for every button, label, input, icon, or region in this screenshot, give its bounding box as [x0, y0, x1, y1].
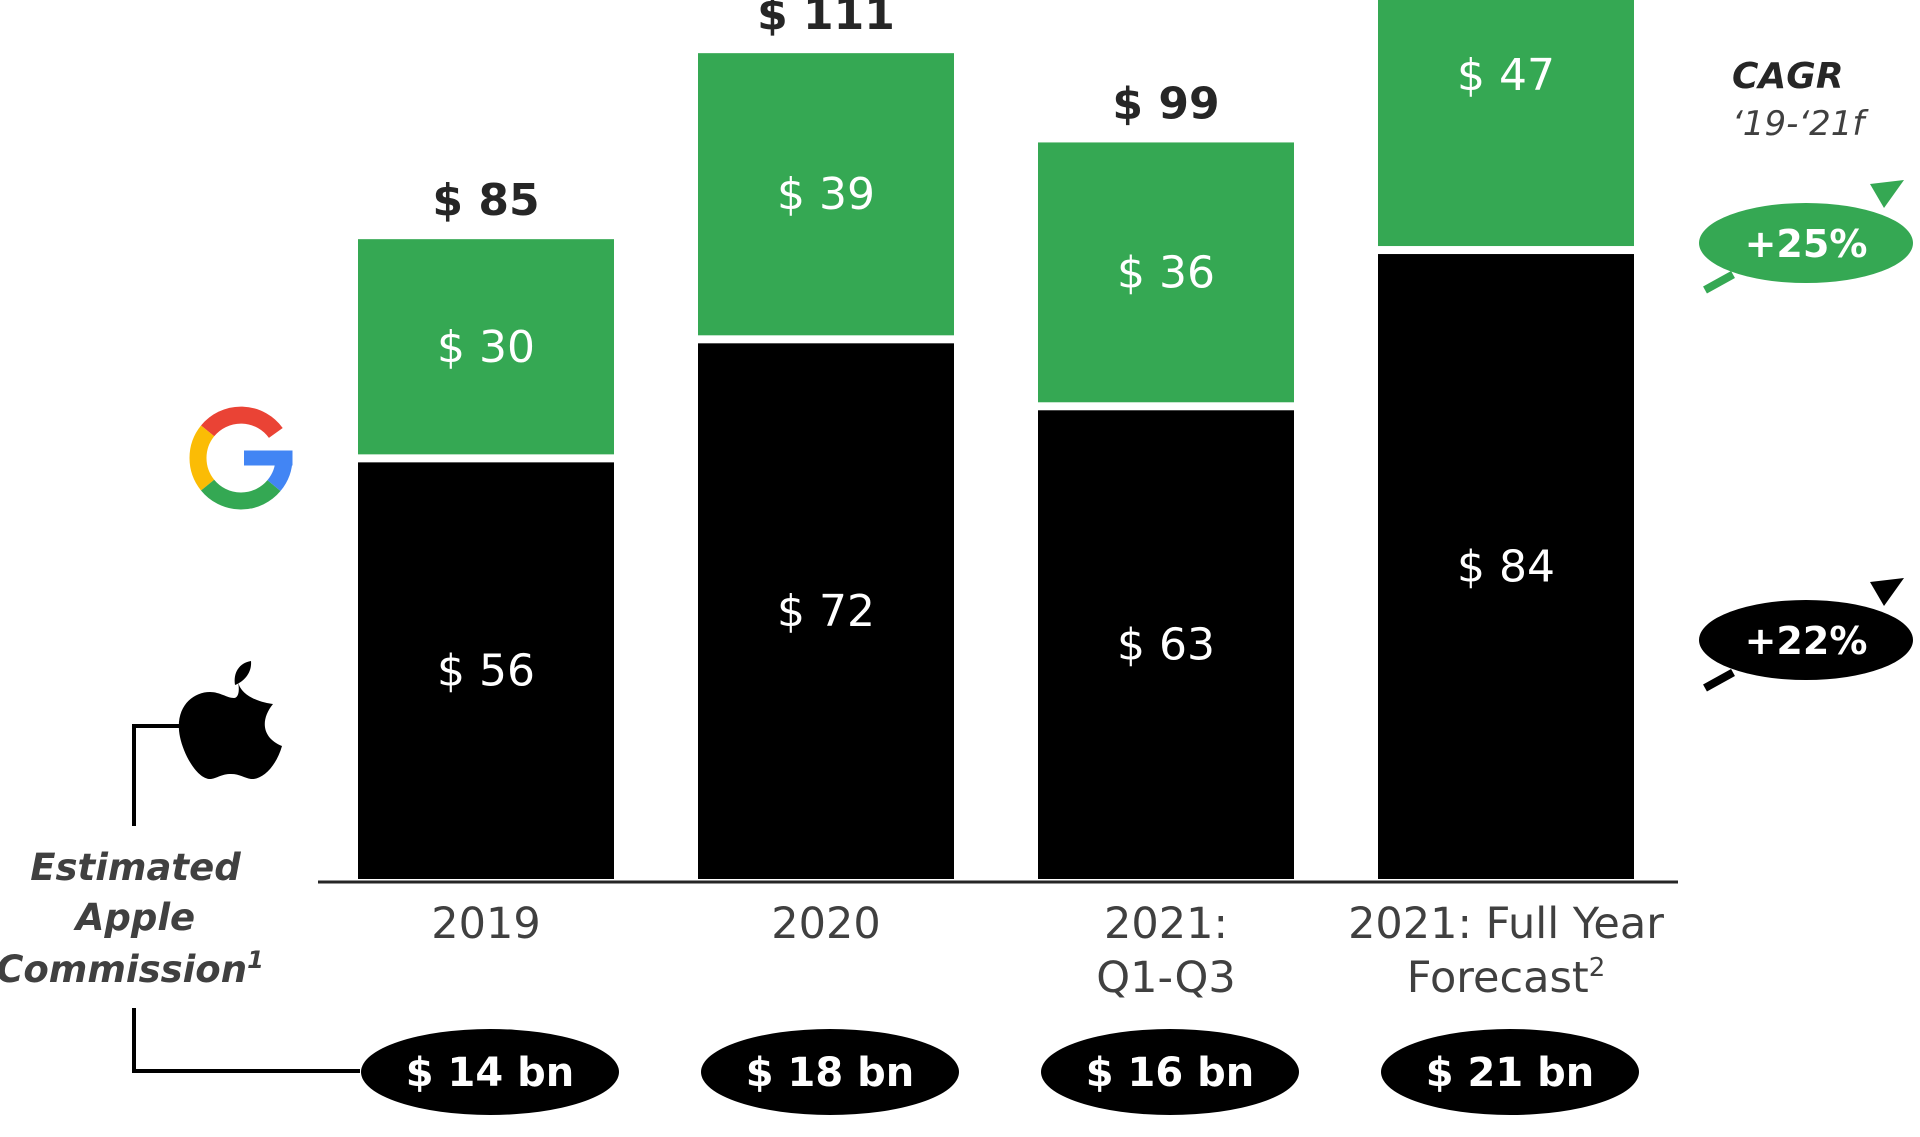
cagr-apple-badge: +22%: [1699, 578, 1913, 692]
apple-bar-segment: [698, 343, 954, 879]
x-tick-label: Q1-Q3: [1096, 953, 1236, 1003]
x-tick-label: 2019: [431, 899, 540, 949]
apple-bar-segment: [358, 462, 614, 879]
google-bar-segment: [1038, 142, 1294, 403]
x-tick-label: 2020: [771, 899, 880, 949]
x-tick-label: Forecast2: [1407, 953, 1606, 1003]
commission-bracket-top: [132, 724, 200, 826]
cagr-google-badge: +25%: [1699, 180, 1913, 294]
x-tick-label: 2021:: [1104, 899, 1228, 949]
commission-footnote-marker: 1: [247, 946, 264, 974]
cagr-google-arrowhead-icon: [1870, 180, 1904, 208]
google-value-label: $ 39: [777, 169, 875, 220]
apple-bar-segment: [1378, 254, 1634, 880]
apple-logo-icon: [178, 661, 282, 780]
google-bar-segment: [358, 239, 614, 455]
cagr-apple-pill: [1699, 600, 1913, 680]
cagr-subtitle: ‘19-‘21f: [1732, 104, 1869, 144]
google-value-label: $ 47: [1457, 50, 1555, 101]
commission-bracket-bottom: [132, 1008, 360, 1073]
cagr-title: CAGR: [1732, 56, 1844, 97]
labels-layer: $ 56 $ 30 $ 85 2019 $ 14 bn $ 72 $ 39 $ 111 2020…: [406, 0, 1664, 1096]
google-bar-segment: [1378, 0, 1634, 247]
commission-label-line-3: Commission: [0, 948, 247, 991]
apple-value-label: $ 72: [777, 586, 875, 637]
cagr-apple-value: +22%: [1745, 619, 1868, 663]
apple-value-label: $ 56: [437, 646, 535, 697]
google-value-label: $ 36: [1117, 247, 1215, 298]
commission-value-label: $ 18 bn: [746, 1050, 914, 1096]
commission-label: Estimated Apple Commission1: [0, 846, 264, 991]
google-value-label: $ 30: [437, 322, 535, 373]
commission-value-label: $ 21 bn: [1426, 1050, 1594, 1096]
commission-label-line-2: Apple: [73, 896, 195, 939]
total-value-label: $ 99: [1112, 78, 1219, 129]
google-logo-icon: [189, 406, 293, 510]
commission-pill: [361, 1029, 619, 1115]
total-value-label: $ 85: [432, 175, 539, 226]
commission-pill: [1041, 1029, 1299, 1115]
apple-bar-segment: [1038, 410, 1294, 879]
cagr-google-pill: [1699, 203, 1913, 283]
total-value-label: $ 111: [757, 0, 895, 40]
commission-pill: [1381, 1029, 1639, 1115]
apple-value-label: $ 84: [1457, 542, 1555, 593]
cagr-apple-arrowhead-icon: [1870, 578, 1904, 606]
bars-layer: [358, 0, 1639, 1115]
x-tick-label: 2021: Full Year: [1348, 899, 1664, 949]
commission-value-label: $ 16 bn: [1086, 1050, 1254, 1096]
commission-label-line-1: Estimated: [30, 846, 241, 889]
commission-value-label: $ 14 bn: [406, 1050, 574, 1096]
cagr-google-value: +25%: [1745, 222, 1868, 266]
commission-pill: [701, 1029, 959, 1115]
apple-value-label: $ 63: [1117, 620, 1215, 671]
google-bar-segment: [698, 53, 954, 336]
